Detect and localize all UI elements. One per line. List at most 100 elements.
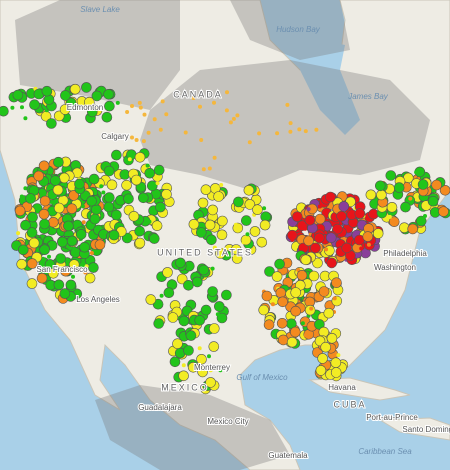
monitor[interactable] <box>75 229 87 240</box>
monitor[interactable] <box>212 245 217 250</box>
monitor[interactable] <box>217 215 228 227</box>
monitor[interactable] <box>53 156 64 168</box>
monitor[interactable] <box>201 167 206 172</box>
monitor[interactable] <box>290 237 295 242</box>
monitor[interactable] <box>376 189 387 201</box>
monitor[interactable] <box>241 240 246 245</box>
monitor[interactable] <box>183 279 194 291</box>
monitor[interactable] <box>194 314 205 326</box>
monitor[interactable] <box>84 96 95 108</box>
monitor[interactable] <box>243 185 255 196</box>
monitor[interactable] <box>221 289 232 301</box>
monitor[interactable] <box>245 232 250 237</box>
monitor[interactable] <box>263 319 275 331</box>
monitor[interactable] <box>192 276 203 288</box>
monitor[interactable] <box>47 217 59 228</box>
monitor[interactable] <box>161 189 172 200</box>
monitor[interactable] <box>286 336 298 348</box>
monitor[interactable] <box>209 323 220 334</box>
monitor[interactable] <box>318 286 330 297</box>
monitor[interactable] <box>386 202 398 213</box>
monitor[interactable] <box>104 100 115 112</box>
monitor[interactable] <box>71 274 75 279</box>
monitor[interactable] <box>207 166 212 171</box>
monitor[interactable] <box>359 246 364 251</box>
monitor[interactable] <box>125 110 130 114</box>
monitor[interactable] <box>288 129 293 134</box>
monitor[interactable] <box>314 127 319 132</box>
monitor[interactable] <box>131 174 142 186</box>
monitor[interactable] <box>308 270 320 282</box>
monitor[interactable] <box>291 211 303 222</box>
monitor[interactable] <box>59 288 71 299</box>
monitor[interactable] <box>233 196 244 208</box>
monitor[interactable] <box>134 225 145 237</box>
monitor[interactable] <box>296 269 308 281</box>
monitor[interactable] <box>275 131 280 136</box>
monitor[interactable] <box>200 184 212 195</box>
monitor[interactable] <box>72 247 77 251</box>
monitor[interactable] <box>163 287 175 299</box>
monitor[interactable] <box>415 215 427 227</box>
monitor[interactable] <box>323 307 335 319</box>
monitor[interactable] <box>196 227 207 238</box>
monitor[interactable] <box>252 204 263 215</box>
monitor[interactable] <box>172 338 183 350</box>
monitor[interactable] <box>160 99 165 104</box>
monitor[interactable] <box>197 346 202 351</box>
monitor[interactable] <box>141 139 146 144</box>
monitor[interactable] <box>300 321 305 326</box>
monitor[interactable] <box>142 112 147 117</box>
monitor[interactable] <box>26 278 38 289</box>
monitor[interactable] <box>138 105 143 110</box>
monitor[interactable] <box>290 287 302 298</box>
monitor[interactable] <box>271 271 283 282</box>
monitor[interactable] <box>196 353 207 365</box>
monitor[interactable] <box>123 193 134 205</box>
monitor[interactable] <box>33 170 45 182</box>
monitor[interactable] <box>216 229 228 241</box>
monitor[interactable] <box>52 184 64 196</box>
monitor[interactable] <box>147 219 152 224</box>
monitor[interactable] <box>235 113 240 118</box>
monitor[interactable] <box>63 220 74 232</box>
monitor[interactable] <box>354 208 366 219</box>
monitor[interactable] <box>366 242 371 247</box>
monitor[interactable] <box>213 191 224 202</box>
monitor[interactable] <box>224 108 229 113</box>
monitor[interactable] <box>130 104 134 108</box>
monitor[interactable] <box>59 172 70 184</box>
monitor[interactable] <box>134 138 139 142</box>
monitor[interactable] <box>81 220 86 225</box>
monitor[interactable] <box>332 223 343 235</box>
monitor[interactable] <box>101 190 106 195</box>
monitor[interactable] <box>137 100 142 105</box>
monitor[interactable] <box>17 244 29 256</box>
monitor[interactable] <box>19 194 24 199</box>
monitor[interactable] <box>247 140 252 145</box>
monitor[interactable] <box>187 361 199 373</box>
monitor[interactable] <box>330 357 342 369</box>
monitor[interactable] <box>310 242 321 254</box>
monitor[interactable] <box>338 201 350 212</box>
monitor[interactable] <box>138 192 149 204</box>
monitor[interactable] <box>427 195 439 207</box>
monitor[interactable] <box>134 152 146 163</box>
monitor[interactable] <box>216 312 228 324</box>
monitor[interactable] <box>408 196 413 201</box>
monitor[interactable] <box>183 345 194 356</box>
monitor[interactable] <box>241 215 252 226</box>
monitor[interactable] <box>106 179 118 191</box>
monitor[interactable] <box>303 333 308 338</box>
monitor[interactable] <box>306 207 311 212</box>
monitor[interactable] <box>198 264 210 276</box>
monitor[interactable] <box>264 266 275 277</box>
monitor[interactable] <box>207 286 218 297</box>
monitor[interactable] <box>104 192 115 203</box>
monitor[interactable] <box>38 160 50 172</box>
monitor[interactable] <box>60 90 71 101</box>
monitor[interactable] <box>36 272 48 284</box>
monitor[interactable] <box>274 258 285 270</box>
monitor[interactable] <box>207 204 218 216</box>
monitor[interactable] <box>215 312 220 317</box>
